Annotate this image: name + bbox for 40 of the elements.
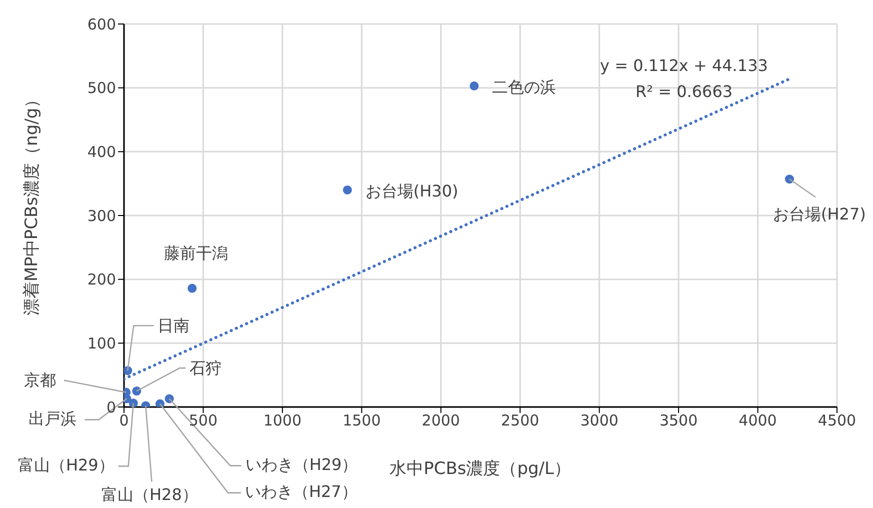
point — [128, 398, 138, 407]
x-tick-label: 3500 — [659, 412, 698, 430]
y-tick-label: 600 — [87, 15, 116, 34]
point — [124, 366, 132, 376]
x-tick-label: 4500 — [818, 412, 856, 430]
y-tick-label: 0 — [106, 398, 116, 416]
annotation: いわき（H27） — [244, 482, 358, 502]
y-tick-label: 500 — [87, 79, 116, 98]
annotation: R² = 0.6663 — [634, 82, 734, 101]
x-axis-title: 水中PCBs濃度（pg/L） — [390, 459, 571, 479]
x-tick-label: 500 — [188, 412, 218, 430]
annotation: 富山（H28） — [102, 485, 198, 504]
point — [155, 399, 164, 407]
annotation: 藤前干潟 — [164, 244, 228, 263]
y-tick-label: 200 — [87, 270, 116, 289]
x-tick-label: 2500 — [501, 412, 540, 430]
annotation: 石狩 — [190, 358, 222, 378]
y-tick-label: 100 — [87, 334, 116, 352]
annotation: y = 0.112x + 44.133 — [599, 56, 769, 75]
x-tick-label: 1500 — [342, 412, 381, 430]
annotation: いわき（H29） — [245, 455, 358, 474]
y-tick-label: 300 — [87, 206, 116, 225]
y-axis-title: 漂着MP中PCBs濃度（ng/g） — [22, 90, 42, 316]
point — [188, 284, 197, 293]
annotation: お台場(H30) — [365, 181, 458, 200]
x-tick-label: 4000 — [738, 412, 777, 430]
annotation: 出戸浜 — [28, 409, 77, 428]
x-tick-label: 3000 — [580, 412, 618, 430]
x-tick-label: 1000 — [263, 412, 302, 430]
point — [342, 185, 352, 194]
x-tick-label: 0 — [119, 412, 129, 430]
point — [784, 174, 794, 184]
annotation: 二色の浜 — [492, 77, 556, 96]
x-tick-label: 2000 — [422, 412, 460, 430]
annotation: 京都 — [24, 370, 56, 390]
annotation: 日南 — [158, 316, 190, 335]
annotation: お台場(H27) — [773, 204, 866, 224]
annotation: 富山（H29） — [18, 456, 114, 475]
y-tick-label: 400 — [87, 142, 116, 161]
point — [470, 81, 479, 90]
